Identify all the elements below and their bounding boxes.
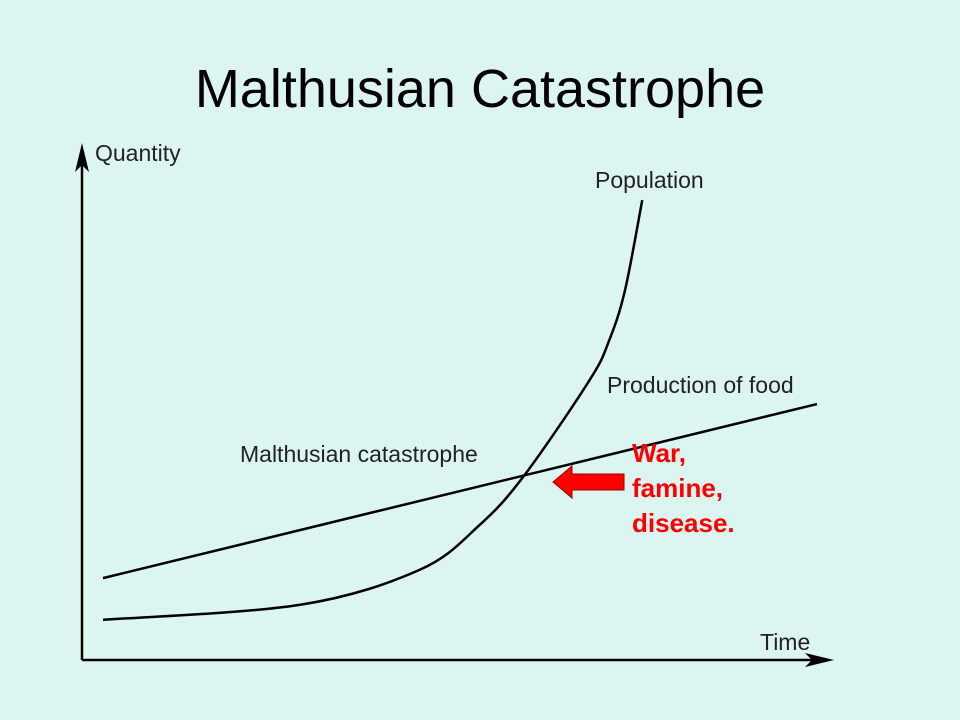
annotation-line: War, [632,438,686,468]
red-arrow-icon [552,464,625,500]
population-curve [102,199,644,622]
x-axis-arrow [805,653,834,667]
legend-population: Population [595,167,704,193]
annotation-line: disease. [632,508,735,538]
legend-food: Production of food [607,372,794,398]
annotation-line: famine, [632,473,724,503]
annotation-catastrophe: Malthusian catastrophe [240,441,478,467]
axes [75,143,834,667]
x-axis-label: Time [760,629,811,655]
slide-title: Malthusian Catastrophe [194,59,766,119]
y-axis-label: Quantity [95,140,181,166]
y-axis-arrow [75,143,89,172]
food-production-line [102,402,818,580]
annotation-consequences: War, famine, disease. [632,436,735,541]
